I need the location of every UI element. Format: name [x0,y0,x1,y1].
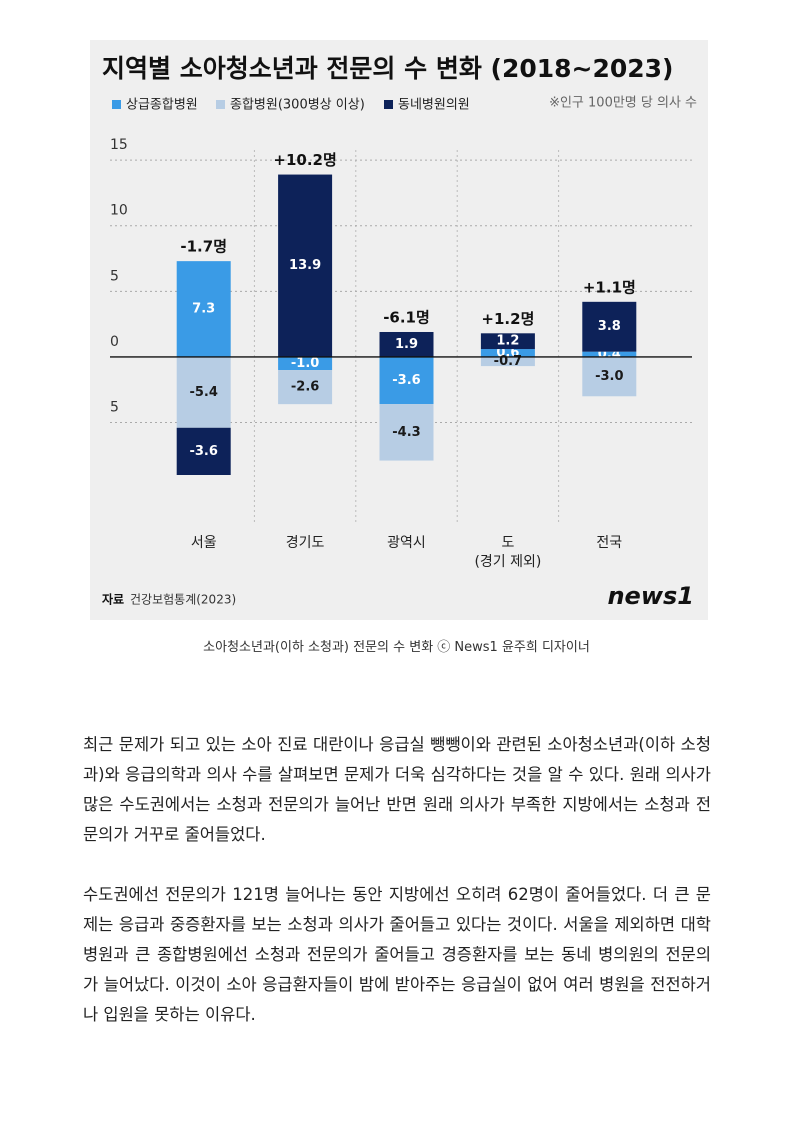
y-tick-label: 10 [110,203,128,219]
total-label: -6.1명 [383,308,430,326]
y-tick-label: 0 [110,334,119,350]
caption: 소아청소년과(이하 소청과) 전문의 수 변화 ⓒ News1 윤주희 디자이너 [203,640,590,655]
chart-title: 지역별 소아청소년과 전문의 수 변화 (2018~2023) [102,54,673,83]
bar-segment [176,427,231,475]
x-tick-line: 도 [501,535,514,551]
x-tick-label: 경기도 [286,535,325,551]
value-label: -3.0 [595,369,623,384]
value-label: -2.6 [291,380,319,395]
legend-label: 상급종합병원 [126,98,198,113]
x-tick-label: 도 (경기 제외) [474,535,541,570]
bar-segment [582,301,637,352]
source-label: 자료 [102,592,124,607]
value-label: 1.9 [395,337,418,352]
legend-swatch [384,100,393,109]
value-label: -5.4 [189,385,217,400]
legend-swatch [112,100,121,109]
x-tick-line: (경기 제외) [474,554,541,570]
logo: news1 [607,582,694,610]
value-label: -4.3 [392,425,420,440]
x-tick-label: 전국 [596,535,622,551]
bar-segment [379,356,434,405]
x-tick-line: 경기도 [286,535,325,551]
value-label: 13.9 [289,258,321,273]
x-tick-line: 광역시 [387,535,426,551]
bar-segment [176,356,231,428]
paragraph: 최근 문제가 되고 있는 소아 진료 대란이나 응급실 뺑뺑이와 관련된 소아청… [83,735,711,844]
chart-note: ※인구 100만명 당 의사 수 [549,96,697,111]
bar-segment [480,349,535,357]
legend-label: 동네병원의원 [398,98,470,113]
value-label: -0.7 [494,354,522,369]
source: 건강보험통계(2023) [130,593,236,607]
bar-segment [379,404,434,461]
legend-label: 종합병원(300병상 이상) [230,98,365,113]
bar-segment [278,174,333,357]
bar-segment [278,370,333,405]
bar-segment [176,261,231,357]
y-tick-label: 15 [110,137,128,153]
bar-segment [480,356,535,367]
value-label: 3.8 [598,319,621,334]
bar-segment [480,333,535,350]
total-label: +1.2명 [481,310,534,328]
x-tick-label: 광역시 [387,535,426,551]
article-body: 최근 문제가 되고 있는 소아 진료 대란이나 응급실 뺑뺑이와 관련된 소아청… [83,730,711,1060]
x-tick-label: 서울 [191,535,217,551]
value-label: -3.6 [392,373,420,388]
value-label: -3.6 [189,444,217,459]
bar-segment [278,356,333,371]
paragraph: 수도권에선 전문의가 121명 늘어나는 동안 지방에선 오히려 62명이 줄어… [83,885,711,1024]
total-label: -1.7명 [180,238,227,256]
total-label: +10.2명 [273,151,336,169]
chart: 지역별 소아청소년과 전문의 수 변화 (2018~2023) ※인구 100만… [90,40,708,620]
legend-swatch [216,100,225,109]
y-tick-label: 5 [110,268,119,284]
x-tick-line: 서울 [191,535,217,551]
value-label: 7.3 [192,302,215,317]
bar-segment [379,331,434,357]
value-label: 1.2 [496,334,519,349]
value-label: -1.0 [291,356,319,371]
total-label: +1.1명 [583,278,636,296]
y-tick-label: 5 [110,400,119,416]
bar-segment [582,351,637,357]
x-tick-line: 전국 [596,535,622,551]
bar-segment [582,356,637,397]
